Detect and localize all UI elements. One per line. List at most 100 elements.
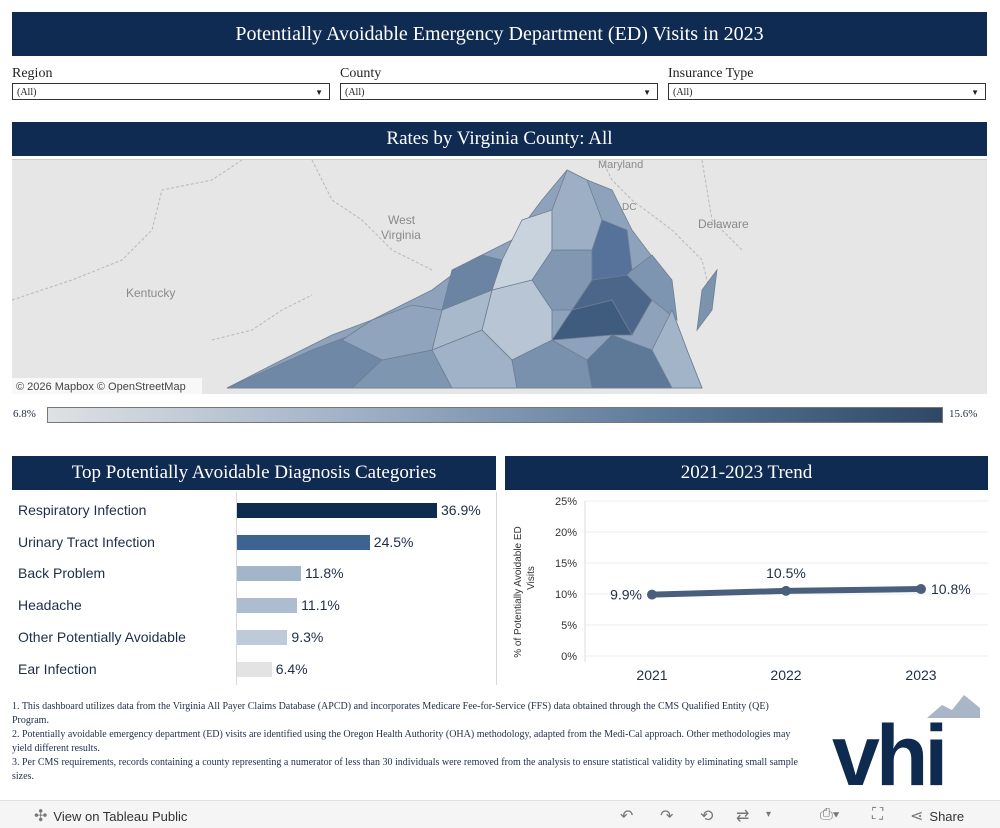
- eastern-shore: [696, 268, 718, 332]
- legend-max: 15.6%: [949, 408, 978, 420]
- label-kentucky: Kentucky: [126, 286, 175, 300]
- panel-divider: [496, 492, 497, 685]
- label-maryland: Maryland: [598, 160, 643, 171]
- axis-line: [236, 492, 237, 685]
- filter-county: County (All) ▼: [340, 66, 658, 100]
- map-title-text: Rates by Virginia County: All: [386, 128, 613, 149]
- refresh-icon[interactable]: ⇄: [736, 808, 750, 825]
- border-path: [12, 160, 243, 301]
- label-west-virginia-1: West: [388, 213, 416, 227]
- county-shape: [551, 169, 603, 251]
- county-map-svg: Maryland DC Delaware West Virginia Kentu…: [12, 160, 987, 394]
- bar-value-label: 24.5%: [373, 533, 414, 550]
- undo-icon[interactable]: ↶: [620, 808, 634, 825]
- dashboard-title-text: Potentially Avoidable Emergency Departme…: [235, 22, 764, 45]
- region-dropdown[interactable]: (All) ▼: [12, 83, 330, 100]
- bar-value-label: 11.8%: [304, 565, 344, 582]
- view-on-tableau-button[interactable]: ✣ View on Tableau Public: [34, 806, 187, 826]
- chevron-down-icon: ▼: [315, 88, 323, 97]
- bar-category-label: Respiratory Infection: [18, 502, 147, 518]
- insurance-dropdown[interactable]: (All) ▼: [668, 83, 986, 100]
- filter-region-label: Region: [12, 66, 53, 81]
- county-shape: [441, 254, 503, 311]
- region-dropdown-value: (All): [17, 87, 37, 98]
- vhi-logo: vhi: [832, 695, 980, 790]
- label-west-virginia-2: Virginia: [381, 228, 421, 242]
- logo-mountain-icon: [927, 695, 980, 718]
- border-path: [311, 160, 433, 271]
- state-borders: [12, 160, 743, 341]
- trend-value-label: 10.5%: [766, 565, 806, 581]
- trend-point[interactable]: [647, 589, 657, 600]
- map-attribution[interactable]: © 2026 Mapbox © OpenStreetMap: [16, 381, 186, 393]
- fullscreen-icon[interactable]: ⛶: [872, 806, 884, 823]
- label-dc: DC: [622, 202, 636, 213]
- share-icon: ⋖: [910, 808, 924, 825]
- bar-category-label: Back Problem: [18, 565, 106, 582]
- categories-title: Top Potentially Avoidable Diagnosis Cate…: [12, 456, 496, 490]
- y-tick-label: 0%: [561, 651, 577, 663]
- logo-text: vhi: [832, 708, 944, 790]
- filter-county-label: County: [340, 66, 382, 81]
- insurance-dropdown-value: (All): [673, 87, 693, 98]
- bar-category-label: Other Potentially Avoidable: [18, 628, 186, 645]
- y-tick-label: 15%: [555, 558, 577, 570]
- bar-category-label: Ear Infection: [18, 660, 97, 677]
- bar-mark[interactable]: [237, 629, 288, 645]
- county-dropdown-value: (All): [345, 87, 365, 98]
- x-tick-label: 2023: [905, 667, 936, 683]
- bar-mark[interactable]: [237, 503, 437, 518]
- filter-insurance: Insurance Type (All) ▼: [668, 66, 986, 100]
- county-shape: [586, 334, 673, 389]
- trend-title-text: 2021-2023 Trend: [680, 462, 813, 483]
- label-delaware: Delaware: [698, 217, 749, 231]
- footnote-1: 1. This dashboard utilizes data from the…: [12, 701, 769, 726]
- attribution-bg: [12, 378, 202, 394]
- tableau-logo-icon: ✣: [34, 808, 48, 825]
- county-shape: [626, 254, 678, 321]
- bar-value-label: 11.1%: [301, 597, 340, 614]
- trend-point[interactable]: [781, 585, 791, 596]
- x-tick-label: 2021: [636, 667, 667, 683]
- trend-value-label: 9.9%: [610, 587, 642, 603]
- legend-min: 6.8%: [13, 408, 36, 420]
- border-path: [601, 160, 713, 301]
- y-tick-label: 25%: [555, 496, 577, 508]
- border-path: [211, 294, 313, 341]
- download-icon[interactable]: ⎙▾: [820, 806, 840, 823]
- legend-gradient: [47, 407, 943, 423]
- bar-value-label: 36.9%: [441, 502, 481, 518]
- bar-mark[interactable]: [237, 566, 301, 582]
- bar-mark[interactable]: [237, 534, 370, 550]
- county-shape: [511, 339, 593, 389]
- footnote-2: 2. Potentially avoidable emergency depar…: [12, 729, 791, 754]
- redo-icon[interactable]: ↷: [660, 808, 674, 825]
- bar-category-label: Headache: [18, 597, 82, 614]
- map-title: Rates by Virginia County: All: [12, 122, 987, 156]
- border-path: [701, 160, 743, 251]
- trend-point[interactable]: [916, 584, 926, 595]
- y-tick-label: 20%: [555, 527, 577, 539]
- chevron-down-icon[interactable]: ▾: [766, 809, 772, 820]
- bar-mark[interactable]: [237, 661, 272, 677]
- bar-value-label: 9.3%: [291, 628, 324, 645]
- revert-icon[interactable]: ⟲: [700, 808, 714, 825]
- filter-insurance-label: Insurance Type: [668, 66, 754, 81]
- y-tick-label: 5%: [561, 620, 577, 632]
- share-button[interactable]: ⋖ Share: [910, 806, 964, 826]
- filter-region: Region (All) ▼: [12, 66, 330, 100]
- bar-mark[interactable]: [237, 598, 298, 614]
- county-dropdown[interactable]: (All) ▼: [340, 83, 658, 100]
- footnotes: 1. This dashboard utilizes data from the…: [12, 700, 802, 784]
- footnote-3: 3. Per CMS requirements, records contain…: [12, 757, 798, 782]
- bars-container: Respiratory Infection 36.9% Urinary Tract …: [0, 492, 496, 685]
- tableau-toolbar: ✣ View on Tableau Public ↶ ↷ ⟲ ⇄ ▾ ⎙▾ ⛶ …: [0, 800, 1000, 828]
- categories-chart: Respiratory Infection 36.9% Urinary Tract …: [12, 492, 497, 685]
- county-shape: [651, 309, 703, 389]
- chevron-down-icon: ▼: [643, 88, 651, 97]
- trend-title: 2021-2023 Trend: [505, 456, 988, 490]
- trend-value-label: 10.8%: [931, 581, 971, 597]
- county-map[interactable]: Maryland DC Delaware West Virginia Kentu…: [12, 159, 987, 394]
- trend-chart: % of Potentially Avoidable ED Visits 0% 5…: [513, 496, 988, 683]
- x-tick-label: 2022: [770, 667, 801, 683]
